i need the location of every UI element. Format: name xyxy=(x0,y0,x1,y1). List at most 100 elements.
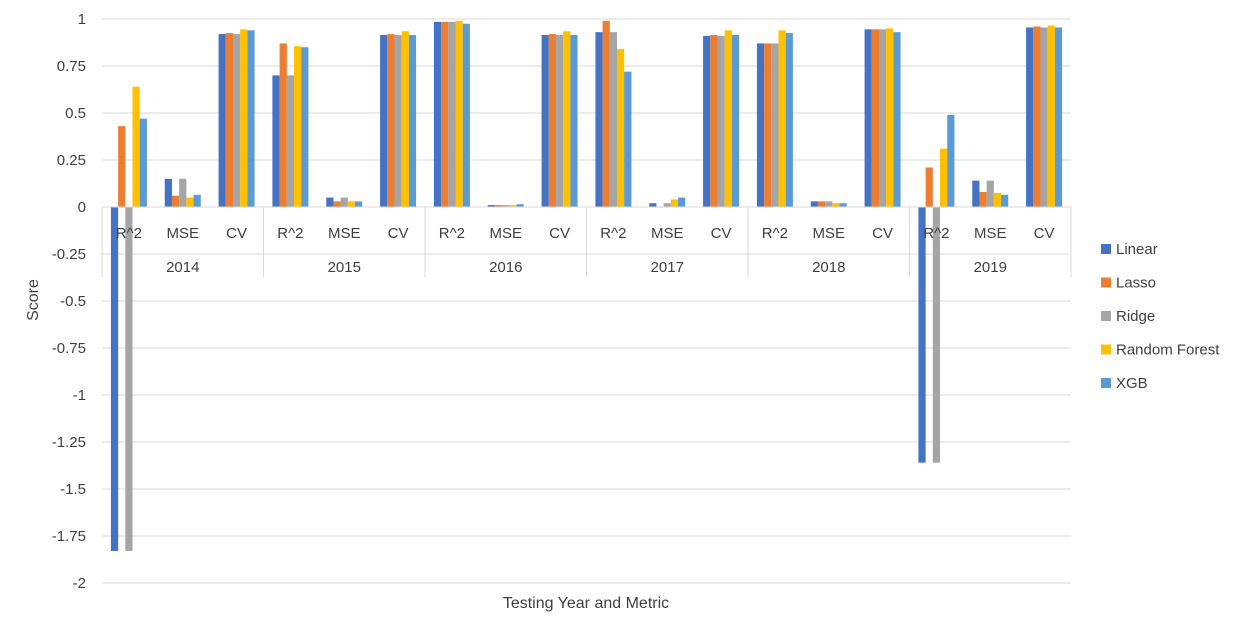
y-tick-label: -0.25 xyxy=(52,246,86,263)
bar-linear xyxy=(756,43,765,207)
legend-label: Random Forest xyxy=(1116,342,1220,359)
bar-random-forest xyxy=(670,199,679,207)
bar-ridge xyxy=(502,205,510,207)
y-axis-title: Score xyxy=(25,279,42,321)
y-tick-label: -1 xyxy=(73,387,86,404)
x-tick-label: CV xyxy=(1034,225,1055,242)
bar-random-forest xyxy=(186,197,194,207)
y-tick-label: 0.25 xyxy=(57,152,86,169)
bar-linear xyxy=(864,29,872,208)
y-tick-label: 0.75 xyxy=(57,58,86,75)
x-tick-label: MSE xyxy=(166,225,199,242)
bar-lasso xyxy=(710,34,718,208)
bar-linear xyxy=(595,32,603,207)
bar-linear xyxy=(164,178,172,207)
bar-linear xyxy=(541,34,549,208)
x-tick-label: CV xyxy=(388,225,409,242)
bar-random-forest xyxy=(401,31,409,207)
x-tick-label: CV xyxy=(711,225,732,242)
bar-linear xyxy=(649,203,657,207)
x-tick-label: MSE xyxy=(489,225,522,242)
bar-xgb xyxy=(839,203,847,207)
group-label: 2015 xyxy=(328,259,361,276)
bar-random-forest xyxy=(294,46,302,208)
x-tick-label: R^2 xyxy=(923,225,949,242)
bar-xgb xyxy=(462,23,470,208)
bar-xgb xyxy=(408,34,417,208)
legend-swatch xyxy=(1101,378,1111,388)
bar-random-forest xyxy=(509,205,517,207)
bar-xgb xyxy=(516,204,524,207)
bar-random-forest xyxy=(455,20,463,207)
group-label: 2019 xyxy=(974,259,1007,276)
bar-xgb xyxy=(139,118,147,207)
x-tick-label: R^2 xyxy=(116,225,142,242)
bar-lasso xyxy=(333,201,341,207)
bar-ridge xyxy=(717,35,725,207)
bar-xgb xyxy=(355,201,363,207)
bar-xgb xyxy=(1054,27,1063,208)
x-tick-label: MSE xyxy=(328,225,361,242)
x-tick-label: MSE xyxy=(974,225,1007,242)
bar-xgb xyxy=(731,34,740,208)
bar-xgb xyxy=(301,47,309,208)
bar-ridge xyxy=(555,34,564,208)
x-tick-label: CV xyxy=(226,225,247,242)
legend-swatch xyxy=(1101,277,1111,288)
bar-xgb xyxy=(785,33,793,207)
bar-lasso xyxy=(387,34,395,207)
bar-linear xyxy=(380,34,388,208)
y-tick-label: -1.75 xyxy=(52,528,86,545)
bar-linear xyxy=(1026,27,1034,208)
y-axis-ticks: 1 0.75 0.5 0.25 0 -0.25 -0.5 -0.75 -1 -1.25 -1.5 -1… xyxy=(52,11,86,592)
bar-linear xyxy=(110,207,119,552)
bar-lasso xyxy=(118,126,126,207)
bar-linear xyxy=(810,201,818,207)
bar-xgb xyxy=(947,114,955,207)
bar-ridge xyxy=(394,34,402,208)
legend-swatch xyxy=(1101,311,1111,321)
legend: Linear Lasso Ridge Random Forest XGB xyxy=(1101,241,1220,392)
x-tick-label: MSE xyxy=(812,225,845,242)
bar-ridge xyxy=(932,207,941,463)
bar-lasso xyxy=(925,167,933,207)
bar-random-forest xyxy=(724,30,732,208)
bar-random-forest xyxy=(778,30,786,208)
bar-random-forest xyxy=(617,49,625,207)
bar-lasso xyxy=(548,34,556,207)
bar-ridge xyxy=(125,207,133,552)
bar-ridge xyxy=(340,197,348,207)
bar-random-forest xyxy=(563,31,571,207)
bar-linear xyxy=(272,75,280,208)
x-tick-label: CV xyxy=(872,225,893,242)
x-tick-label: R^2 xyxy=(439,225,465,242)
bar-xgb xyxy=(193,194,201,207)
bar-ridge xyxy=(286,75,295,208)
bar-lasso xyxy=(602,20,610,207)
bar-lasso xyxy=(171,195,180,207)
bar-lasso xyxy=(225,33,233,207)
x-tick-label: R^2 xyxy=(762,225,788,242)
y-tick-label: -1.25 xyxy=(52,434,86,451)
y-tick-label: 0 xyxy=(78,199,86,216)
bar-xgb xyxy=(893,32,901,207)
legend-swatch xyxy=(1101,344,1111,355)
y-tick-label: 1 xyxy=(78,11,86,28)
bar-ridge xyxy=(663,203,671,207)
bar-xgb xyxy=(247,30,255,208)
bar-random-forest xyxy=(886,28,894,208)
x-tick-label: MSE xyxy=(651,225,684,242)
bar-linear xyxy=(703,35,711,207)
bar-ridge xyxy=(232,34,241,207)
bar-linear xyxy=(972,180,980,207)
bar-xgb xyxy=(1001,194,1009,207)
legend-swatch xyxy=(1101,244,1111,254)
bar-ridge xyxy=(771,43,779,207)
y-tick-label: 0.5 xyxy=(65,105,86,122)
bar-lasso xyxy=(817,201,826,207)
x-tick-label: R^2 xyxy=(277,225,303,242)
bar-random-forest xyxy=(832,203,840,207)
bar-ridge xyxy=(448,21,456,207)
bar-ridge xyxy=(986,180,994,207)
